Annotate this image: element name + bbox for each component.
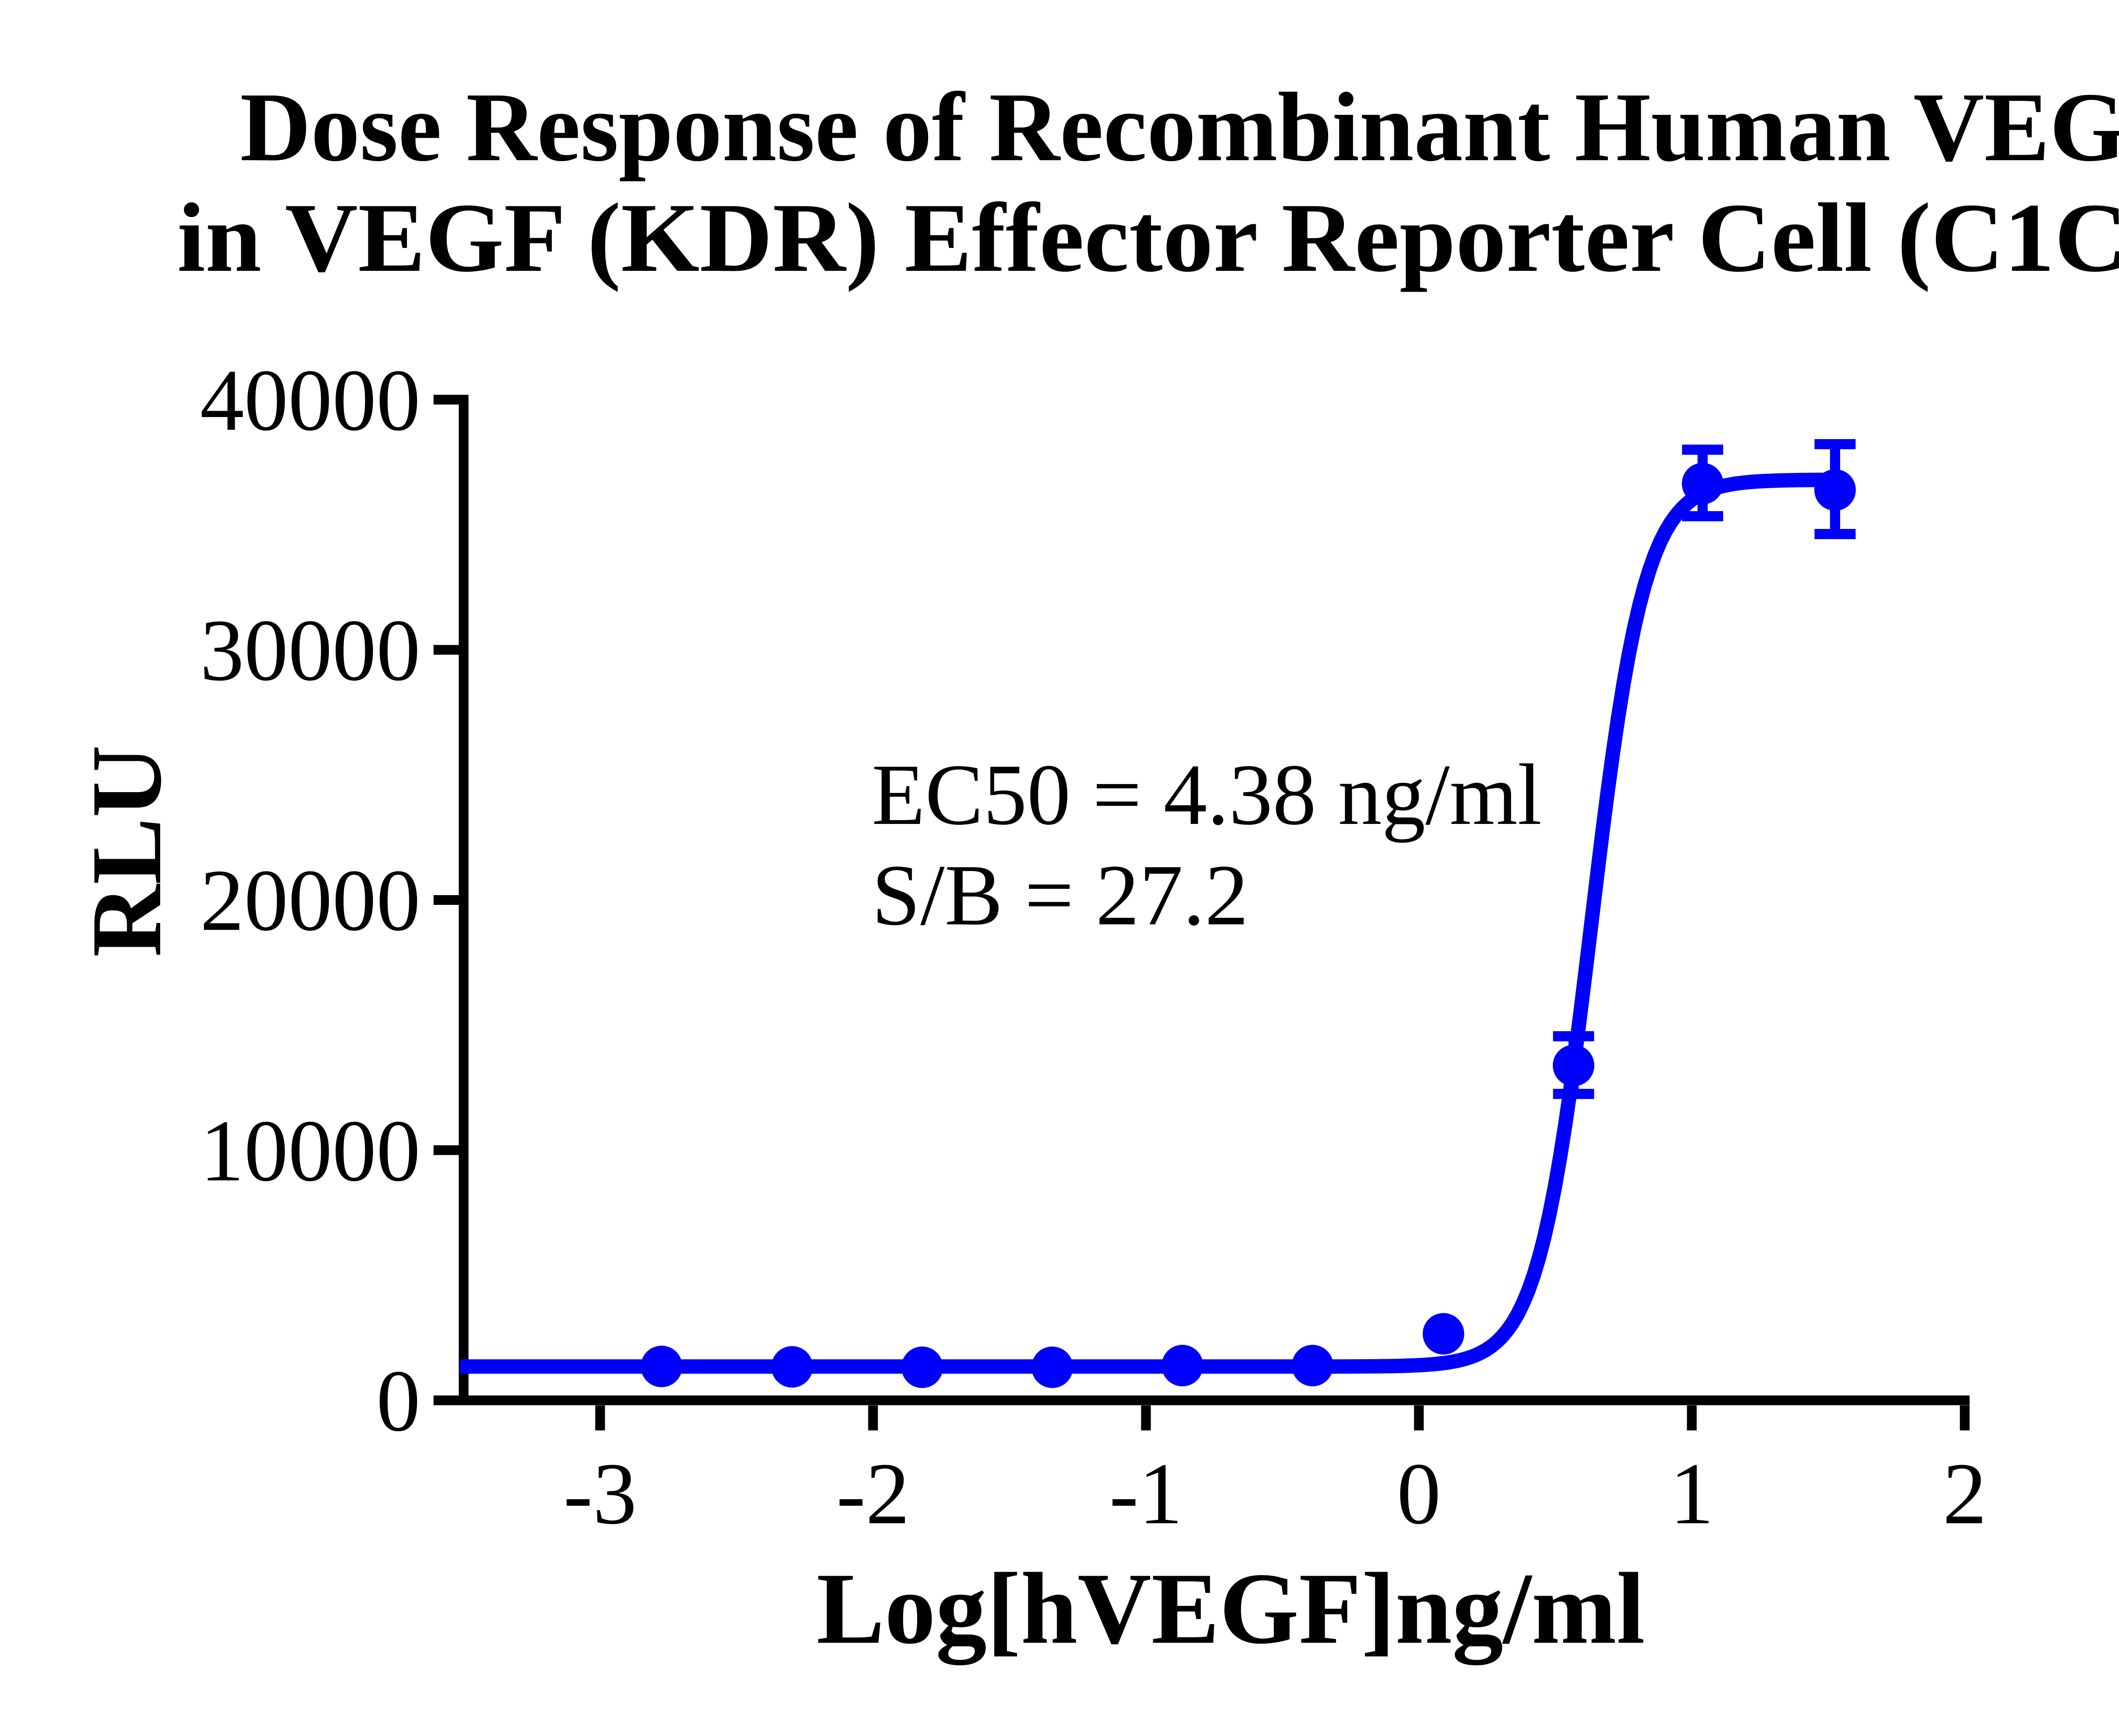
svg-text:0: 0 <box>1397 1445 1441 1542</box>
svg-text:2: 2 <box>1943 1445 1987 1542</box>
svg-text:30000: 30000 <box>200 601 420 699</box>
svg-text:RLU: RLU <box>71 745 182 957</box>
svg-text:S/B = 27.2: S/B = 27.2 <box>872 846 1249 943</box>
svg-text:-3: -3 <box>563 1445 637 1542</box>
svg-text:10000: 10000 <box>200 1102 420 1199</box>
svg-text:-2: -2 <box>836 1445 909 1542</box>
svg-text:Log[hVEGF]ng/ml: Log[hVEGF]ng/ml <box>817 1552 1645 1665</box>
svg-text:EC50 = 4.38 ng/ml: EC50 = 4.38 ng/ml <box>872 746 1542 843</box>
svg-text:0: 0 <box>376 1352 420 1449</box>
svg-text:-1: -1 <box>1109 1445 1182 1542</box>
svg-text:Dose Response of Recombinant H: Dose Response of Recombinant Human VEGF <box>240 72 2119 182</box>
svg-text:20000: 20000 <box>200 851 420 949</box>
svg-text:in VEGF (KDR) Effector Reporte: in VEGF (KDR) Effector Reporter Cell (C1… <box>177 183 2119 292</box>
svg-text:40000: 40000 <box>200 351 420 449</box>
svg-text:1: 1 <box>1670 1445 1714 1542</box>
